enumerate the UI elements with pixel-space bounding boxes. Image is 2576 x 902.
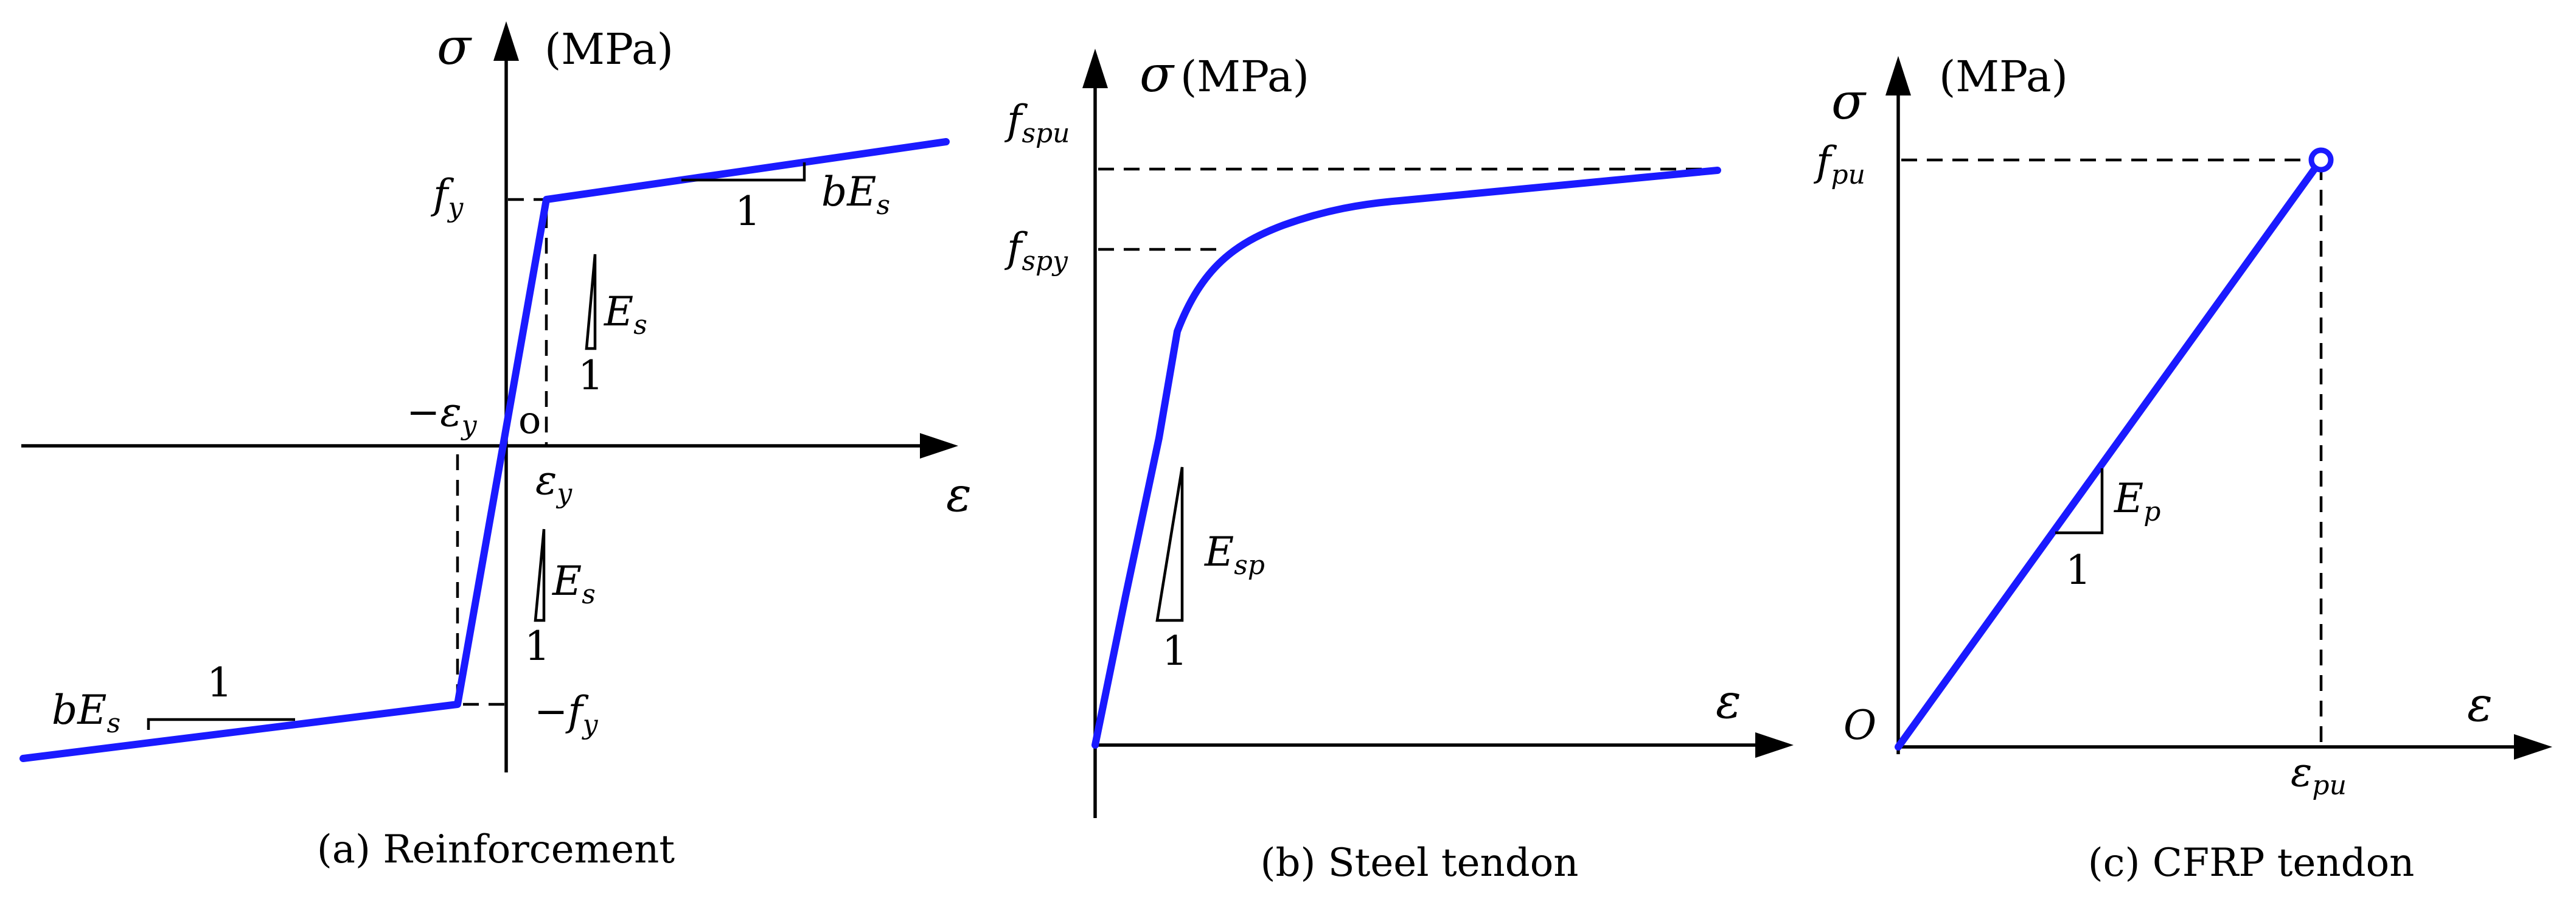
b-sigma-label: σ bbox=[1140, 46, 1175, 103]
c-rupture-point bbox=[2308, 147, 2334, 173]
c-y-axis-arrow bbox=[1885, 56, 1911, 95]
a-eps-y-label: εy bbox=[535, 457, 573, 509]
a-origin-label: o bbox=[518, 398, 541, 442]
panel-b-steel-tendon: σ (MPa) ε fspu fspy 1 Esp (b) Steel tend… bbox=[1004, 46, 1794, 886]
b-slope-triangle bbox=[1155, 467, 1184, 622]
c-x-axis-arrow bbox=[2514, 734, 2552, 760]
c-unit-label: (MPa) bbox=[1939, 52, 2068, 102]
a-elastic-lower-label: Es bbox=[552, 558, 596, 610]
a-x-axis-arrow bbox=[920, 433, 958, 459]
a-lower-slope-label: bEs bbox=[52, 687, 120, 739]
a-neg-eps-y-label: −εy bbox=[406, 389, 478, 441]
a-elastic-upper-rise: 1 bbox=[578, 352, 604, 399]
c-stress-strain-line bbox=[1895, 156, 2325, 751]
a-unit-label: (MPa) bbox=[545, 24, 674, 74]
panel-c-cfrp-tendon: σ (MPa) ε O fpu εpu 1 Ep (c) CFRP tendon bbox=[1813, 52, 2552, 886]
a-y-axis-arrow bbox=[493, 21, 519, 61]
c-fpu-label: fpu bbox=[1813, 138, 1865, 190]
b-y-axis-arrow bbox=[1082, 49, 1108, 88]
a-neg-fy-guide bbox=[456, 446, 504, 706]
a-lower-slope-run: 1 bbox=[207, 659, 232, 706]
panel-a-reinforcement: σ (MPa) ε o fy −fy εy −εy 1 bEs 1 bEs 1 … bbox=[19, 18, 972, 872]
b-epsilon-label: ε bbox=[1716, 675, 1741, 729]
b-caption: (b) Steel tendon bbox=[1261, 841, 1579, 886]
b-slope-label: Esp bbox=[1204, 529, 1265, 581]
c-slope-label: Ep bbox=[2114, 475, 2160, 527]
b-slope-rise: 1 bbox=[1162, 628, 1188, 675]
b-fspu-label: fspu bbox=[1004, 97, 1070, 149]
a-epsilon-label: ε bbox=[946, 468, 972, 522]
b-unit-label: (MPa) bbox=[1180, 52, 1309, 102]
a-lower-slope-triangle bbox=[147, 718, 295, 730]
a-fy-label: fy bbox=[430, 171, 464, 223]
c-origin-label: O bbox=[1843, 702, 1876, 749]
c-slope-triangle bbox=[2055, 468, 2104, 535]
a-elastic-upper-triangle bbox=[585, 254, 597, 350]
a-elastic-lower-triangle bbox=[534, 529, 546, 622]
a-elastic-lower-rise: 1 bbox=[524, 623, 550, 670]
b-x-axis-arrow bbox=[1755, 732, 1794, 758]
c-sigma-label: σ bbox=[1831, 73, 1867, 131]
a-sigma-label: σ bbox=[437, 18, 472, 76]
c-eps-pu-label: εpu bbox=[2291, 749, 2347, 801]
a-neg-fy-label: −fy bbox=[534, 688, 599, 740]
a-upper-slope-triangle bbox=[681, 162, 806, 182]
a-stress-strain-curve bbox=[19, 138, 950, 762]
b-stress-strain-curve bbox=[1091, 167, 1721, 749]
a-caption: (a) Reinforcement bbox=[317, 827, 675, 872]
c-caption: (c) CFRP tendon bbox=[2088, 841, 2415, 886]
c-epsilon-label: ε bbox=[2467, 678, 2493, 732]
a-upper-slope-run: 1 bbox=[735, 188, 761, 235]
a-upper-slope-label: bEs bbox=[821, 168, 890, 221]
a-elastic-upper-label: Es bbox=[604, 288, 647, 341]
c-slope-run: 1 bbox=[2066, 547, 2091, 594]
b-fspy-label: fspy bbox=[1004, 224, 1068, 277]
